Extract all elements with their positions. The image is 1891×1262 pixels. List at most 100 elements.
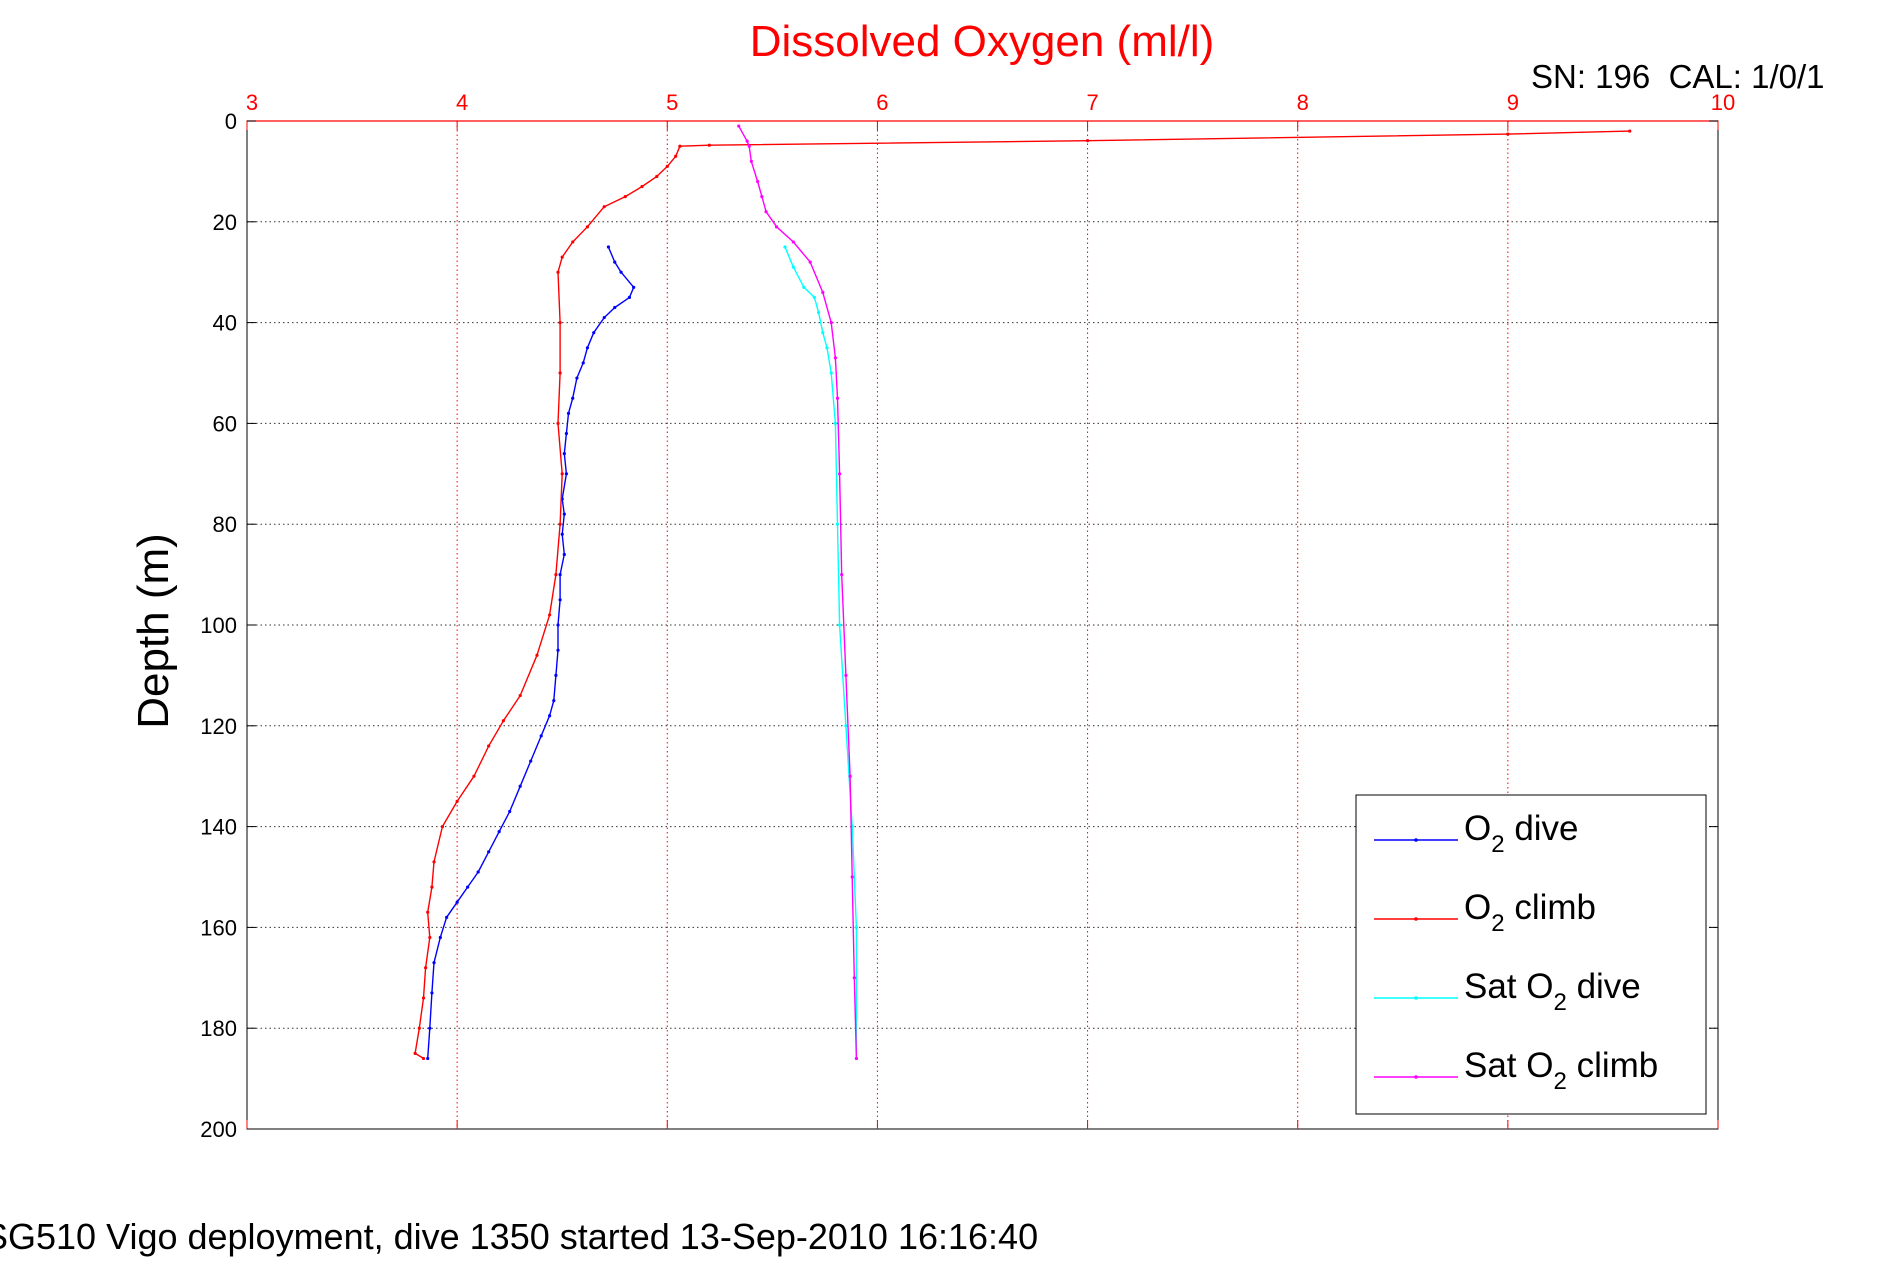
data-point-sat-o2-dive [829, 371, 833, 375]
data-point-o2-dive [558, 598, 562, 602]
y-tick-label: 60 [213, 411, 237, 436]
data-point-o2-dive [556, 623, 560, 627]
data-point-o2-climb [558, 522, 562, 526]
data-point-o2-climb [413, 1051, 417, 1055]
data-point-o2-dive [508, 809, 512, 814]
data-point-o2-climb [556, 421, 560, 425]
data-point-sat-o2-dive [783, 245, 787, 249]
data-point-o2-climb [585, 225, 590, 229]
data-point-o2-dive [564, 431, 569, 436]
data-point-o2-dive [558, 573, 562, 577]
data-point-sat-o2-climb [838, 472, 842, 476]
data-point-o2-climb [640, 184, 644, 189]
data-point-sat-o2-dive [835, 522, 840, 526]
data-point-o2-dive [430, 991, 434, 995]
x-tick-label: 3 [246, 90, 258, 115]
legend-marker-o2-dive [1414, 838, 1418, 842]
y-tick-label: 140 [200, 815, 237, 840]
data-point-o2-climb [417, 1026, 421, 1030]
data-point-o2-climb [602, 205, 606, 209]
data-point-o2-dive [571, 396, 575, 400]
data-point-o2-climb [424, 966, 428, 970]
data-point-o2-dive [426, 1056, 430, 1061]
data-point-o2-climb [472, 774, 476, 778]
data-point-sat-o2-dive [802, 285, 806, 289]
data-point-o2-climb [432, 860, 436, 864]
data-point-sat-o2-climb [764, 210, 768, 214]
data-point-o2-dive [455, 900, 459, 904]
data-point-sat-o2-climb [821, 290, 825, 294]
legend-marker-o2-climb [1414, 917, 1418, 921]
data-point-sat-o2-climb [835, 396, 840, 400]
legend-label-sat-o2-dive: Sat O2 dive [1464, 967, 1641, 1016]
y-tick-label: 20 [213, 210, 237, 235]
data-point-o2-dive [560, 532, 564, 536]
data-point-o2-climb [665, 164, 669, 168]
data-point-o2-climb [501, 719, 505, 723]
data-point-sat-o2-climb [840, 573, 844, 577]
legend-label-sat-o2-climb: Sat O2 climb [1464, 1046, 1658, 1095]
data-point-o2-climb [421, 996, 426, 1000]
chart-title: Dissolved Oxygen (ml/l) [750, 17, 1215, 66]
data-point-o2-dive [428, 1026, 432, 1030]
series-group [413, 124, 1632, 1061]
data-point-o2-climb [548, 613, 552, 617]
data-point-o2-dive [566, 411, 571, 415]
data-point-sat-o2-climb [756, 179, 760, 184]
y-tick-label: 100 [200, 613, 237, 638]
data-point-o2-climb [554, 573, 558, 577]
data-point-sat-o2-dive [844, 724, 848, 728]
data-point-o2-dive [552, 699, 556, 703]
legend: O2 dive O2 climb Sat O2 dive Sat O2 climb [1355, 794, 1707, 1115]
data-point-sat-o2-climb [749, 159, 753, 163]
data-point-o2-climb [558, 371, 562, 375]
data-point-o2-dive [518, 784, 522, 788]
data-point-sat-o2-climb [852, 976, 856, 980]
data-point-o2-climb [623, 195, 627, 199]
data-point-o2-climb [678, 144, 682, 148]
x-tick-label: 9 [1507, 90, 1519, 115]
y-tick-label: 180 [200, 1016, 237, 1041]
data-point-o2-dive [627, 295, 632, 299]
legend-marker-sat-o2-dive [1414, 996, 1418, 1000]
data-point-o2-climb [560, 255, 564, 259]
data-point-sat-o2-climb [791, 240, 795, 244]
data-point-o2-dive [466, 885, 470, 889]
data-point-o2-dive [529, 759, 533, 763]
data-point-o2-dive [539, 734, 543, 738]
data-point-o2-climb [655, 174, 659, 179]
data-point-o2-dive [632, 285, 636, 289]
data-point-sat-o2-dive [854, 925, 859, 930]
y-tick-label: 40 [213, 311, 237, 336]
y-axis-label: Depth (m) [129, 533, 178, 729]
data-point-o2-dive [497, 830, 501, 834]
data-point-o2-dive [613, 260, 617, 264]
data-point-sat-o2-dive [821, 331, 825, 335]
legend-box [1355, 794, 1707, 1115]
data-point-o2-climb [556, 270, 560, 274]
data-point-o2-climb [535, 653, 539, 657]
data-point-o2-dive [585, 346, 590, 350]
y-tick-label: 80 [213, 512, 237, 537]
grid [247, 121, 1718, 1129]
data-point-o2-climb [428, 935, 432, 940]
data-point-o2-climb [674, 154, 678, 158]
data-point-o2-dive [445, 915, 449, 919]
data-point-o2-dive [606, 245, 611, 249]
data-point-o2-dive [575, 376, 579, 380]
x-tick-label: 8 [1297, 90, 1309, 115]
data-point-o2-climb [1506, 132, 1510, 136]
y-tick-label: 0 [225, 109, 237, 134]
series-line-o2-climb [414, 130, 1630, 1060]
data-point-o2-dive [556, 648, 560, 652]
data-point-sat-o2-climb [844, 673, 848, 678]
data-point-sat-o2-dive [825, 346, 829, 350]
data-point-o2-dive [564, 472, 569, 476]
data-point-sat-o2-climb [829, 321, 833, 325]
data-point-sat-o2-dive [791, 265, 795, 269]
legend-label-o2-dive: O2 dive [1464, 809, 1579, 858]
data-point-o2-climb [558, 321, 562, 325]
data-point-sat-o2-dive [816, 310, 821, 315]
y-ticks: 0 20 40 60 80 100 120 140 160 180 200 [200, 109, 1718, 1142]
